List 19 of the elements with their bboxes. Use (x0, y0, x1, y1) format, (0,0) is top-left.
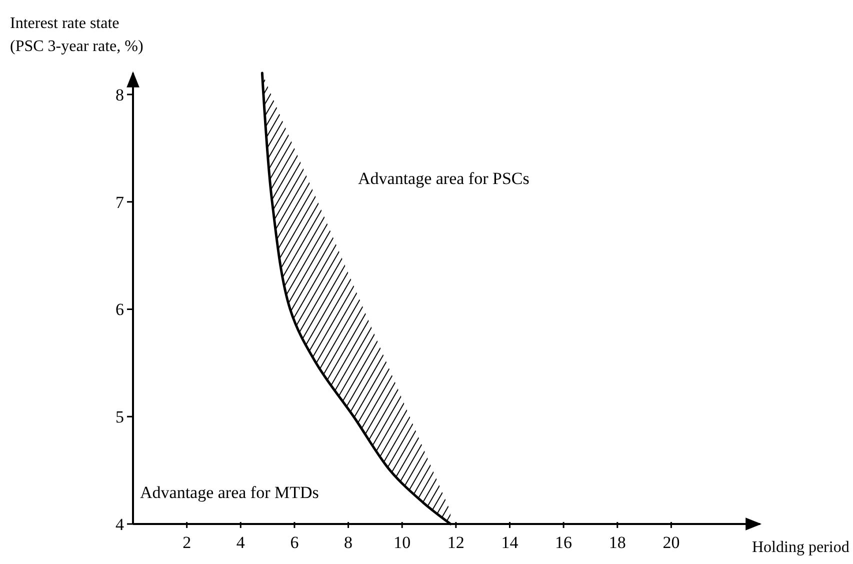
annotation: Advantage area for PSCs (358, 169, 530, 188)
y-tick-label: 6 (116, 300, 124, 320)
y-axis-title: Interest rate state (PSC 3-year rate, %) (10, 15, 144, 55)
x-tick-label: 16 (555, 533, 572, 552)
x-tick-label: 12 (447, 533, 464, 552)
x-tick-label: 14 (501, 533, 519, 552)
x-tick-label: 2 (182, 533, 192, 552)
y-tick-label: 5 (116, 408, 124, 427)
y-tick-label: 8 (116, 85, 124, 104)
y-tick-label: 7 (116, 192, 124, 212)
x-tick-label: 20 (662, 533, 680, 552)
x-axis-title: Holding period (752, 539, 850, 556)
annotation: Advantage area for MTDs (140, 483, 319, 502)
x-tick-label: 6 (290, 533, 299, 552)
y-tick-label: 4 (116, 515, 124, 534)
x-tick-label: 4 (236, 533, 246, 552)
x-tick-label: 10 (394, 533, 411, 552)
x-tick-label: 18 (608, 533, 626, 552)
x-tick-label: 8 (344, 533, 353, 552)
